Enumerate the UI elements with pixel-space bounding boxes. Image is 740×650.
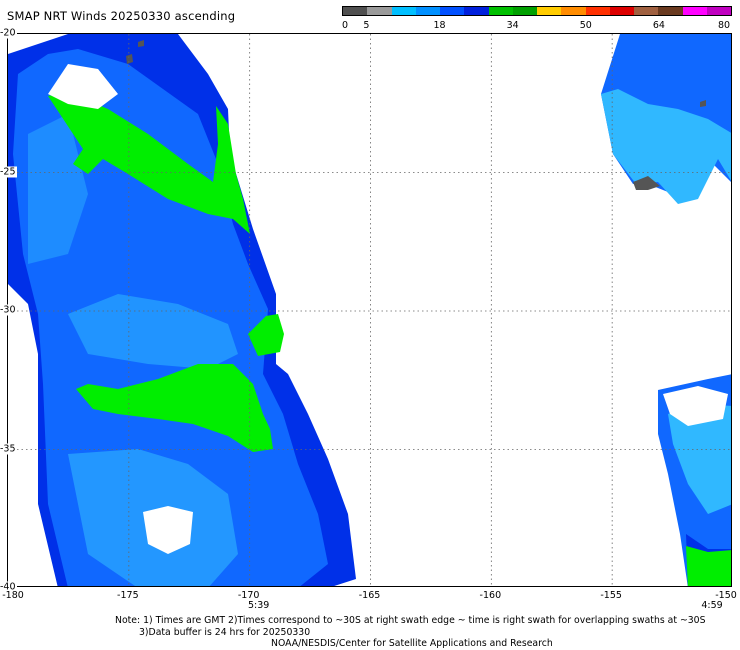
latitude-label: -30 [0, 304, 17, 316]
swath-time-label: 5:39 [247, 600, 270, 611]
colorbar-tick-label: 5 [363, 20, 370, 31]
data-gap-2 [143, 506, 193, 554]
wind-band-green-3 [248, 314, 284, 356]
colorbar-segment [537, 7, 562, 15]
longitude-label: -180 [2, 590, 24, 601]
wind-band-green-1 [48, 92, 250, 234]
credit-text: NOAA/NESDIS/Center for Satellite Applica… [271, 638, 553, 649]
colorbar-segment [367, 7, 392, 15]
colorbar-tick-label: 0 [341, 20, 349, 31]
colorbar-segment [343, 7, 368, 15]
latitude-label: -35 [0, 443, 17, 454]
colorbar-segment [512, 7, 537, 15]
longitude-label: -150 [715, 590, 737, 601]
colorbar-segment [658, 7, 683, 15]
right-top-swath-light-blue [601, 89, 731, 204]
latitude-label: -20 [0, 27, 17, 39]
land-speck-3 [700, 100, 706, 107]
longitude-label: -155 [600, 590, 622, 601]
colorbar-segment [706, 7, 731, 15]
wind-speed-colorbar [342, 6, 732, 16]
colorbar-segment [391, 7, 416, 15]
swath-time-label: 4:59 [701, 600, 723, 611]
wind-swath-canvas [8, 34, 731, 586]
colorbar-tick-label: 64 [652, 20, 665, 31]
longitude-label: -175 [117, 590, 139, 601]
wind-band-green-2 [76, 364, 273, 452]
colorbar-tick-label: 50 [579, 20, 592, 31]
colorbar-segment [415, 7, 440, 15]
right-bottom-swath-light-blue [668, 404, 731, 514]
colorbar-segment [634, 7, 659, 15]
data-gap-3 [663, 386, 728, 426]
map-title: SMAP NRT Winds 20250330 ascending [7, 9, 236, 23]
latitude-label: -25 [0, 166, 17, 177]
longitude-label: -165 [358, 590, 381, 601]
left-swath-light-blue-3 [28, 114, 88, 264]
colorbar-segment [440, 7, 465, 15]
wind-band-green-4 [686, 546, 731, 586]
colorbar-tick-label: 80 [717, 20, 731, 31]
latitude-label: -40 [0, 581, 17, 593]
note-text-2: 3)Data buffer is 24 hrs for 20250330 [139, 627, 311, 638]
data-gap-1 [48, 64, 118, 109]
colorbar-segment [585, 7, 610, 15]
colorbar-tick-label: 34 [506, 20, 519, 31]
right-top-land-patch [633, 176, 660, 190]
colorbar-segment [488, 7, 513, 15]
land-speck-2 [138, 40, 144, 47]
colorbar-segment [609, 7, 634, 15]
colorbar-segment [682, 7, 707, 15]
wind-map [7, 33, 732, 587]
colorbar-segment [464, 7, 489, 15]
colorbar-tick-label: 18 [433, 20, 446, 31]
left-swath-light-blue-1 [68, 294, 238, 369]
note-text: Note: 1) Times are GMT 2)Times correspon… [115, 615, 706, 626]
colorbar-segment [561, 7, 586, 15]
land-speck-1 [126, 54, 133, 64]
graticule [8, 34, 731, 586]
longitude-label: -160 [479, 590, 502, 601]
longitude-label: -170 [237, 590, 260, 601]
